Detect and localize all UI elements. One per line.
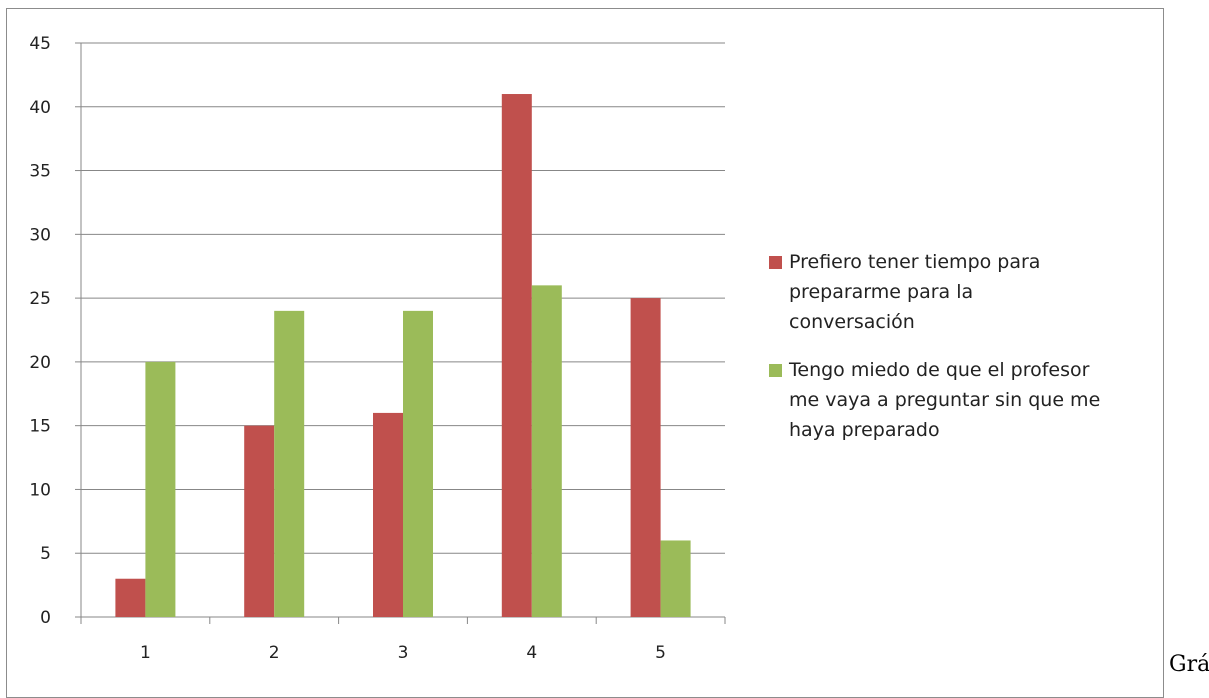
x-tick-label-3: 3 [398,643,409,663]
bar-series2-cat-1 [145,361,176,617]
y-tick-label-0: 0 [40,608,51,628]
bar-series2-cat-5 [660,540,691,617]
legend-label-series1-line3: conversación [789,311,915,333]
x-tick-label-1: 1 [140,643,151,663]
x-tick-label-4: 4 [526,643,537,663]
legend-label-series1-line2: prepararme para la [789,281,973,303]
y-tick-label-25: 25 [29,289,51,309]
bar-series1-cat-3 [373,412,403,617]
y-tick-label-5: 5 [40,544,51,564]
legend-label-series2-line1: Tengo miedo de que el profesor [788,359,1090,381]
legend-label-series1-line1: Prefiero tener tiempo para [789,251,1040,273]
bar-series1-cat-1 [115,578,146,617]
trailing-caption-text: Grá [1169,652,1209,677]
y-tick-label-30: 30 [29,225,51,245]
y-tick-label-10: 10 [29,480,51,500]
chart-frame [6,8,1164,698]
y-tick-label-35: 35 [29,162,51,182]
x-tick-label-2: 2 [269,643,280,663]
bar-series1-cat-4 [501,94,532,618]
bar-series2-cat-2 [274,310,305,617]
y-tick-label-45: 45 [29,34,51,54]
legend-label-series2-line3: haya preparado [789,419,940,441]
bar-series2-cat-3 [403,310,433,617]
y-tick-label-40: 40 [29,98,51,118]
legend-swatch-series1 [769,256,782,269]
bar-series2-cat-4 [531,285,562,617]
bar-series1-cat-5 [630,298,661,617]
y-tick-label-15: 15 [29,417,51,437]
bar-series1-cat-2 [244,425,275,617]
y-tick-label-20: 20 [29,353,51,373]
legend-swatch-series2 [769,364,782,377]
x-tick-label-5: 5 [655,643,666,663]
legend-label-series2-line2: me vaya a preguntar sin que me [789,389,1100,411]
